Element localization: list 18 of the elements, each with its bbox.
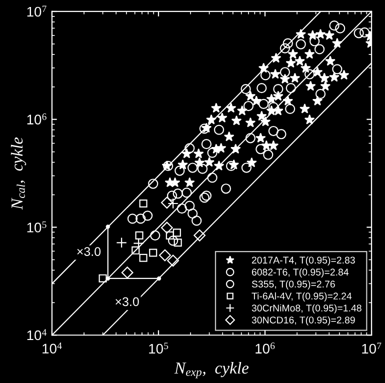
x-tick-label: 10$^{6}$ bbox=[256, 342, 275, 354]
y-tick-label: 10$^{7}$ bbox=[27, 6, 46, 17]
legend-label: 30NCD16, T(0.95)=2.89 bbox=[252, 316, 355, 326]
legend-label: 2017A-T4, T(0.95)=2.83 bbox=[252, 256, 355, 266]
legend-label: S355, T(0.95)=2.76 bbox=[252, 280, 335, 290]
annotation: ×3.0 bbox=[116, 297, 139, 306]
legend-label: 30CrNiMo8, T(0.95)=1.48 bbox=[252, 304, 362, 314]
x-tick-label: 10$^{7}$ bbox=[362, 342, 382, 354]
y-axis-title: N$_{cal}$, cykle bbox=[10, 137, 26, 210]
y-tick-label: 10$^{6}$ bbox=[27, 113, 46, 124]
x-axis-title: N$_{exp}$, cykle bbox=[174, 362, 249, 378]
annotation: ×3.0 bbox=[77, 247, 101, 256]
legend-label: Ti-6Al-4V, T(0.95)=2.24 bbox=[252, 292, 352, 302]
y-tick-label: 10$^{5}$ bbox=[27, 221, 46, 232]
legend-label: 6082-T6, T(0.95)=2.84 bbox=[252, 268, 349, 278]
x-tick-label: 10$^{4}$ bbox=[42, 342, 62, 354]
x-tick-label: 10$^{5}$ bbox=[149, 342, 168, 354]
y-tick-label: 10$^{4}$ bbox=[27, 329, 47, 340]
